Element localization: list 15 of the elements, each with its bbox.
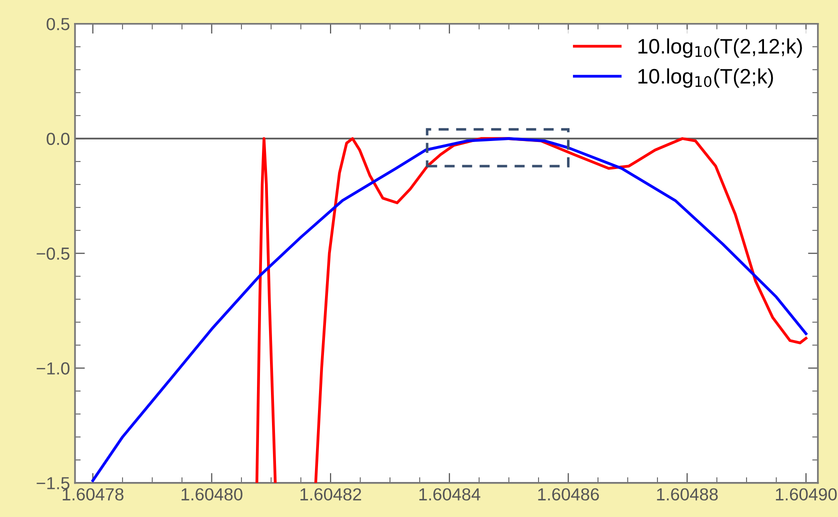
y-tick-label: 0.5 (46, 18, 70, 30)
x-tick-label: 1.60486 (538, 488, 599, 500)
y-tick-label: −1.5 (36, 477, 70, 490)
x-tick-label: 1.60480 (182, 488, 242, 500)
x-tick-label: 1.60478 (62, 488, 124, 500)
y-tick-label: 0.0 (46, 132, 70, 146)
legend-label: 10.log$_{10}$(T(2;k) (638, 68, 773, 88)
x-tick-label: 1.60488 (657, 488, 718, 500)
x-tick-label: 1.60484 (419, 488, 480, 500)
y-tick-label: −1.0 (36, 362, 70, 375)
x-tick-label: 1.60490 (776, 488, 837, 500)
legend-label: 10.log$_{10}$(T(2,12;k) (638, 38, 802, 58)
line-series (91, 137, 808, 482)
x-tick-label: 1.60482 (300, 488, 362, 500)
y-tick-label: −0.5 (36, 248, 70, 260)
